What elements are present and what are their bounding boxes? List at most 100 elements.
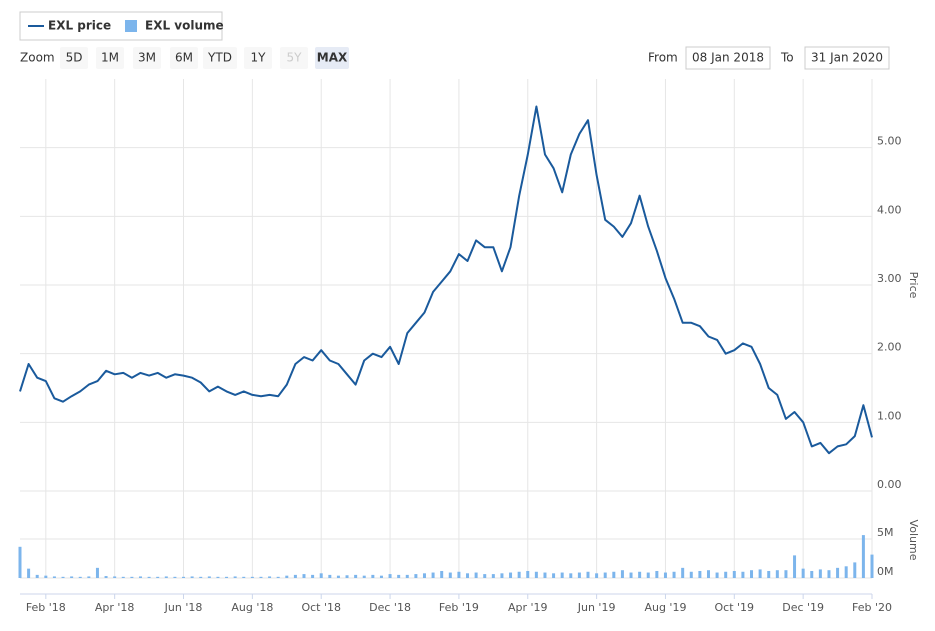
volume-bar <box>95 567 99 578</box>
x-tick-label: Feb '19 <box>439 601 479 614</box>
to-value[interactable]: 31 Jan 2020 <box>811 51 883 65</box>
zoom-button-label[interactable]: YTD <box>207 51 232 65</box>
volume-bar <box>586 571 590 578</box>
x-tick-label: Oct '19 <box>715 601 755 614</box>
legend-swatch <box>125 20 137 32</box>
legend-label[interactable]: EXL price <box>48 19 111 33</box>
volume-bar <box>818 569 822 578</box>
volume-bar <box>646 572 650 578</box>
x-tick-label: Dec '18 <box>369 601 411 614</box>
volume-bar <box>164 576 168 578</box>
volume-bar <box>750 570 754 578</box>
volume-bar <box>440 570 444 578</box>
volume-bar <box>328 574 332 578</box>
volume-bar <box>397 574 401 578</box>
volume-bar <box>629 572 633 578</box>
y-tick-label: 0.00 <box>877 478 902 491</box>
y-tick-label: 1.00 <box>877 409 902 422</box>
x-tick-label: Aug '19 <box>644 601 686 614</box>
to-input[interactable] <box>804 46 890 70</box>
zoom-button-label[interactable]: 5D <box>66 51 83 65</box>
from-value[interactable]: 08 Jan 2018 <box>692 51 764 65</box>
volume-bar <box>534 571 538 578</box>
zoom-button[interactable] <box>133 47 161 69</box>
volume-bar <box>87 576 91 578</box>
volume-bar <box>113 576 117 578</box>
volume-bar <box>870 554 874 578</box>
zoom-button-label[interactable]: 6M <box>175 51 193 65</box>
volume-bar <box>250 576 254 578</box>
volume-bar <box>207 576 211 578</box>
legend-label[interactable]: EXL volume <box>145 19 224 33</box>
volume-bar <box>44 575 48 578</box>
volume-bar <box>18 546 22 578</box>
volume-bar <box>689 571 693 578</box>
volume-bar <box>577 572 581 578</box>
volume-bar <box>801 568 805 578</box>
volume-bar <box>457 571 461 578</box>
zoom-button[interactable] <box>244 47 272 69</box>
volume-bar <box>225 576 229 578</box>
zoom-button-label[interactable]: 1M <box>101 51 119 65</box>
zoom-button[interactable] <box>60 47 88 69</box>
zoom-button[interactable] <box>170 47 198 69</box>
volume-bar <box>827 570 831 578</box>
volume-bar <box>474 572 478 578</box>
volume-bar <box>491 574 495 578</box>
price-line <box>19 105 873 455</box>
volume-bar <box>853 562 857 578</box>
x-tick-label: Dec '19 <box>782 601 824 614</box>
y-tick-label: 3.00 <box>877 272 902 285</box>
volume-bar <box>517 571 521 578</box>
x-tick-label: Jun '18 <box>164 601 203 614</box>
volume-bar <box>259 576 263 578</box>
volume-bar <box>147 576 151 578</box>
zoom-button[interactable] <box>203 47 237 69</box>
zoom-button[interactable] <box>96 47 124 69</box>
volume-bar <box>121 576 125 578</box>
volume-bar <box>448 572 452 578</box>
x-tick-label: Aug '18 <box>231 601 273 614</box>
volume-bar <box>70 576 74 578</box>
y2-tick-label: 0M <box>877 565 894 578</box>
from-label: From <box>648 51 678 65</box>
volume-bar <box>362 575 366 578</box>
y-tick-label: 4.00 <box>877 203 902 216</box>
zoom-button-label[interactable]: MAX <box>317 51 348 65</box>
volume-bar <box>27 568 31 578</box>
volume-bar <box>543 572 547 578</box>
volume-bar <box>698 570 702 578</box>
volume-bar <box>199 576 203 578</box>
y-axis-title: Price <box>907 272 920 299</box>
zoom-button[interactable] <box>315 47 349 69</box>
y-tick-label: 5.00 <box>877 135 902 148</box>
volume-bar <box>663 572 667 578</box>
volume-bar <box>190 576 194 578</box>
x-tick-label: Oct '18 <box>301 601 341 614</box>
zoom-button-label[interactable]: 1Y <box>251 51 267 65</box>
volume-bar <box>552 573 556 578</box>
volume-bar <box>672 571 676 578</box>
volume-bar <box>268 576 272 578</box>
x-tick-label: Apr '18 <box>95 601 135 614</box>
volume-bar <box>844 566 848 578</box>
volume-bar <box>414 574 418 578</box>
volume-bar <box>78 576 82 578</box>
y2-axis-title: Volume <box>907 520 920 561</box>
volume-bar <box>861 535 865 578</box>
volume-bar <box>784 570 788 578</box>
volume-bar <box>173 576 177 578</box>
x-tick-label: Apr '19 <box>508 601 548 614</box>
zoom-button <box>280 47 308 69</box>
y-tick-label: 2.00 <box>877 341 902 354</box>
from-input[interactable] <box>685 46 771 70</box>
volume-bar <box>388 574 392 578</box>
volume-bar <box>130 576 134 578</box>
zoom-button-label[interactable]: 3M <box>138 51 156 65</box>
volume-bar <box>724 571 728 578</box>
volume-bar <box>732 570 736 578</box>
volume-bar <box>302 574 306 578</box>
volume-bar <box>526 570 530 578</box>
volume-bar <box>681 567 685 578</box>
volume-bar <box>715 572 719 578</box>
